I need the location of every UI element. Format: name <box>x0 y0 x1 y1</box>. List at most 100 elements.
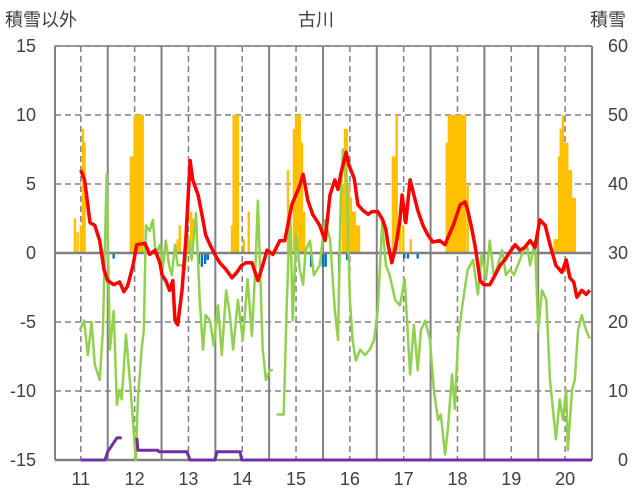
snow-bar <box>247 211 250 253</box>
green-series-line <box>276 148 591 456</box>
snow-bar <box>294 115 298 253</box>
x-tick-label: 18 <box>447 469 467 489</box>
snow-bar <box>236 115 240 253</box>
x-tick-label: 12 <box>125 469 145 489</box>
snow-bar <box>76 232 79 253</box>
left-axis-title: 積雪以外 <box>5 10 77 31</box>
purple-series-line <box>80 436 122 462</box>
right-tick-label: 60 <box>608 36 628 56</box>
snow-bar <box>353 211 356 253</box>
x-tick-label: 15 <box>286 469 306 489</box>
snow-bar <box>457 115 461 253</box>
right-tick-label: 40 <box>608 174 628 194</box>
right-tick-label: 20 <box>608 312 628 332</box>
blue-bar <box>112 253 115 259</box>
snow-bar <box>343 128 347 253</box>
chart-title: 古川 <box>298 10 334 31</box>
snow-bar <box>393 156 397 253</box>
snow-bar <box>391 156 395 253</box>
snow-bar <box>73 218 77 253</box>
snow-bar <box>567 170 571 253</box>
snow-bar <box>555 239 559 253</box>
blue-bar <box>324 253 327 267</box>
right-tick-label: 0 <box>618 450 628 470</box>
snow-bar <box>139 115 143 253</box>
snow-bar <box>466 184 469 253</box>
snow-bar <box>553 239 557 253</box>
blue-bar <box>206 253 210 260</box>
snow-bar <box>409 239 412 253</box>
snow-bar <box>569 170 573 253</box>
snow-bar <box>286 170 290 253</box>
snow-bar <box>232 115 235 253</box>
snow-bar <box>557 156 561 253</box>
snow-bar <box>559 128 562 253</box>
snow-bar <box>137 115 141 253</box>
snow-bar <box>566 142 569 253</box>
snow-bar <box>296 115 299 253</box>
blue-bar <box>416 253 419 259</box>
snow-bar <box>449 115 453 253</box>
snow-bar <box>234 115 237 253</box>
snow-bar <box>398 225 402 253</box>
snow-bar <box>83 142 86 253</box>
snow-bar <box>292 128 296 253</box>
snow-bar <box>463 115 467 253</box>
purple-series-line <box>135 437 592 462</box>
blue-bar <box>403 253 406 259</box>
snow-bar <box>395 115 398 253</box>
snow-bar <box>341 184 345 253</box>
snow-bar <box>131 156 135 253</box>
blue-bar <box>321 253 325 267</box>
blue-bar <box>200 253 204 267</box>
left-tick-label: -15 <box>10 450 36 470</box>
x-tick-label: 13 <box>178 469 198 489</box>
blue-bar <box>406 253 410 259</box>
snow-bar <box>445 142 448 253</box>
snow-bar <box>461 115 465 253</box>
snow-bar <box>401 225 405 253</box>
snow-bar <box>349 197 353 253</box>
blue-bar <box>203 253 207 265</box>
snow-bar <box>573 197 576 253</box>
left-tick-label: 0 <box>26 243 36 263</box>
snow-bar <box>302 211 306 253</box>
snow-bar <box>178 225 182 253</box>
snow-bar <box>79 225 83 253</box>
snow-bar <box>133 115 136 253</box>
snow-bar <box>230 225 234 253</box>
snow-bar <box>141 115 144 253</box>
left-tick-label: 15 <box>16 36 36 56</box>
left-tick-label: -10 <box>10 381 36 401</box>
snow-bar <box>300 142 304 253</box>
snow-bar <box>455 115 459 253</box>
snow-bar <box>242 239 246 253</box>
green-series-line <box>78 173 273 462</box>
snow-bar <box>451 115 455 253</box>
left-tick-label: -5 <box>20 312 36 332</box>
snow-bar <box>355 225 359 253</box>
red-series-line <box>79 150 592 327</box>
x-tick-label: 14 <box>232 469 252 489</box>
right-tick-label: 50 <box>608 105 628 125</box>
x-tick-label: 17 <box>394 469 414 489</box>
snow-bar <box>351 211 355 253</box>
blue-bar <box>345 253 349 260</box>
x-tick-label: 19 <box>501 469 521 489</box>
snow-bar <box>563 142 567 253</box>
snow-bar <box>447 115 451 253</box>
snow-bar <box>189 211 193 253</box>
snow-bar <box>129 156 133 253</box>
right-axis-title: 積雪 <box>590 10 626 31</box>
snow-bar <box>135 115 138 253</box>
snow-bar <box>459 115 462 253</box>
x-tick-label: 11 <box>71 469 90 489</box>
snow-bar <box>571 197 575 253</box>
snow-bar <box>176 239 179 253</box>
right-tick-label: 30 <box>608 243 628 263</box>
left-tick-label: 10 <box>16 105 36 125</box>
snow-bar <box>453 115 456 253</box>
snow-bar <box>81 128 85 253</box>
left-tick-label: 5 <box>26 174 36 194</box>
